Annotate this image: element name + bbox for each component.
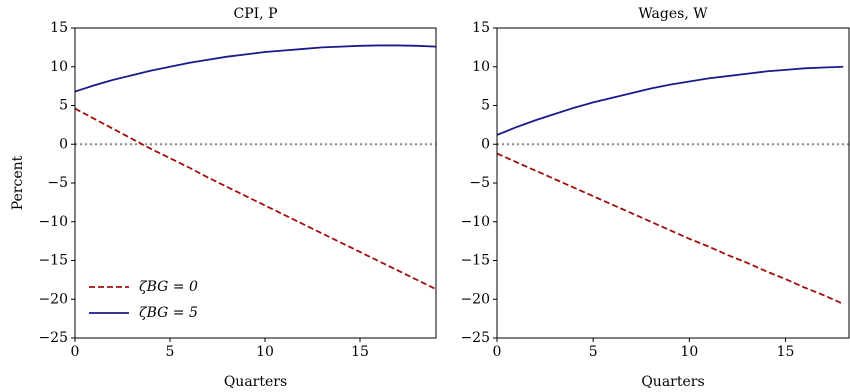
y-tick-label: 10 bbox=[472, 59, 490, 75]
data-line bbox=[496, 152, 844, 305]
plot-frame bbox=[496, 27, 850, 339]
x-tick-label: 0 bbox=[71, 344, 80, 360]
y-tick-label: −25 bbox=[460, 330, 490, 346]
x-tick-label: 5 bbox=[589, 344, 598, 360]
y-tick-label: −10 bbox=[38, 214, 68, 230]
plot-frame bbox=[74, 27, 437, 339]
y-tick-label: −20 bbox=[38, 291, 68, 307]
y-tick-label: 0 bbox=[59, 136, 68, 152]
y-axis-label: Percent bbox=[10, 155, 26, 210]
data-line bbox=[74, 44, 437, 93]
data-line bbox=[496, 65, 844, 136]
y-tick-label: 15 bbox=[50, 20, 68, 36]
y-tick-label: −15 bbox=[38, 253, 68, 269]
y-tick-label: 15 bbox=[472, 20, 490, 36]
y-tick-label: 5 bbox=[481, 98, 490, 114]
y-tick-label: −5 bbox=[47, 175, 68, 191]
x-axis-label: Quarters bbox=[224, 374, 287, 390]
y-tick-label: 0 bbox=[481, 136, 490, 152]
y-tick-label: 5 bbox=[59, 98, 68, 114]
y-tick-label: 10 bbox=[50, 59, 68, 75]
x-tick-label: 10 bbox=[680, 344, 698, 360]
x-tick-label: 15 bbox=[351, 344, 369, 360]
y-tick-label: −5 bbox=[469, 175, 490, 191]
y-tick-label: −10 bbox=[460, 214, 490, 230]
data-line bbox=[74, 107, 437, 290]
legend-label: ζBG = 5 bbox=[139, 305, 198, 321]
y-tick-label: −25 bbox=[38, 330, 68, 346]
legend-label: ζBG = 0 bbox=[139, 279, 198, 295]
x-tick-label: 10 bbox=[256, 344, 274, 360]
x-tick-label: 15 bbox=[777, 344, 795, 360]
x-tick-label: 0 bbox=[493, 344, 502, 360]
chart-title: Wages, W bbox=[638, 6, 708, 22]
y-tick-label: −15 bbox=[460, 253, 490, 269]
chart-title: CPI, P bbox=[234, 6, 278, 22]
y-tick-label: −20 bbox=[460, 291, 490, 307]
x-axis-label: Quarters bbox=[641, 374, 704, 390]
x-tick-label: 5 bbox=[166, 344, 175, 360]
